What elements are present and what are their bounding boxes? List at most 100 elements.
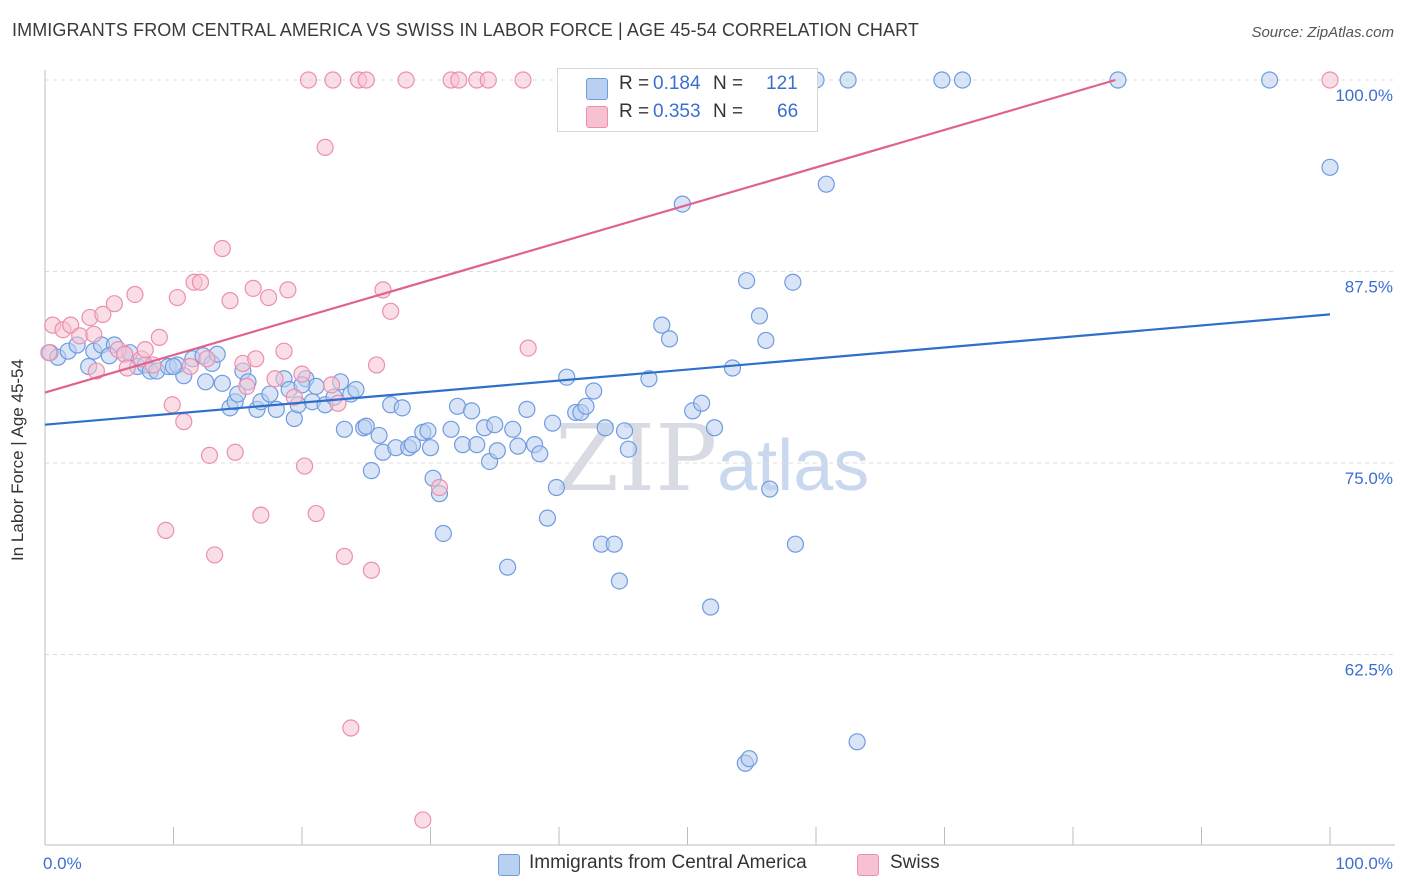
point-swiss [198, 350, 216, 368]
correlation-legend: R = 0.184 N = 121 R = 0.353 N = 66 [557, 68, 818, 132]
point-swiss [181, 357, 199, 376]
watermark-zip: ZIP [555, 405, 718, 512]
point-swiss [397, 71, 415, 89]
chart-title: IMMIGRANTS FROM CENTRAL AMERICA VS SWISS… [12, 20, 919, 40]
point-swiss [71, 327, 89, 345]
legend-r-value: 0.353 [653, 101, 701, 122]
point-central-america [509, 437, 527, 455]
trendline-central-america [44, 313, 1331, 426]
point-central-america [421, 439, 440, 457]
y-tick-label: 100.0% [1335, 86, 1393, 105]
point-swiss [322, 376, 341, 394]
point-central-america [335, 420, 354, 438]
point-swiss [299, 71, 318, 89]
point-central-america [761, 480, 779, 498]
point-central-america [538, 509, 557, 527]
point-swiss [266, 370, 284, 388]
point-central-america [817, 175, 835, 193]
point-central-america [307, 377, 325, 395]
legend-n-label: N = [713, 73, 744, 94]
point-central-america [702, 598, 720, 616]
point-central-america [434, 524, 452, 543]
point-central-america [442, 420, 460, 438]
legend-r-label: R = [619, 101, 650, 122]
point-swiss [295, 457, 314, 475]
point-swiss [329, 394, 347, 412]
point-central-america [403, 436, 422, 454]
point-swiss [85, 325, 103, 343]
point-central-america [577, 397, 595, 415]
point-swiss [514, 71, 532, 89]
point-central-america [740, 750, 758, 768]
legend-row-swiss: R = 0.353 N = 66 [558, 101, 817, 131]
source-credit: Source: ZipAtlas.com [1251, 24, 1394, 41]
point-swiss [191, 273, 210, 291]
point-swiss [275, 342, 293, 360]
point-central-america [543, 414, 562, 432]
bottom-legend-label: Swiss [890, 852, 940, 873]
point-central-america [468, 436, 486, 454]
watermark: ZIPatlas [555, 405, 869, 512]
point-central-america [419, 422, 437, 440]
point-central-america [504, 420, 522, 438]
point-central-america [619, 440, 637, 458]
point-swiss [213, 239, 231, 258]
point-central-america [197, 373, 215, 391]
point-swiss [362, 561, 380, 579]
legend-swatch-pink [586, 106, 608, 128]
point-central-america [705, 419, 724, 437]
point-swiss [244, 279, 262, 297]
point-swiss [430, 478, 449, 497]
point-central-america [610, 572, 628, 590]
point-swiss [293, 365, 311, 383]
point-central-america [213, 374, 231, 392]
bottom-legend-label: Immigrants from Central America [529, 852, 807, 873]
point-swiss [168, 288, 186, 307]
point-central-america [370, 426, 388, 445]
point-central-america [547, 478, 566, 497]
point-swiss [221, 292, 239, 310]
point-central-america [463, 402, 481, 420]
point-central-america [784, 273, 802, 291]
point-central-america [164, 357, 183, 376]
point-swiss [519, 339, 537, 357]
point-swiss [150, 328, 168, 346]
point-central-america [1261, 71, 1279, 89]
point-central-america [347, 380, 365, 399]
point-central-america [660, 330, 679, 348]
point-swiss [247, 350, 265, 368]
point-swiss [279, 281, 297, 299]
bottom-legend-swatch-blue [498, 854, 520, 876]
point-swiss [259, 288, 278, 307]
x-tick-label: 100.0% [1335, 854, 1393, 873]
legend-r-label: R = [619, 73, 650, 94]
point-swiss [285, 388, 303, 406]
point-central-america [362, 462, 380, 480]
point-central-america [953, 71, 972, 89]
legend-n-label: N = [713, 101, 744, 122]
point-central-america [693, 394, 711, 412]
y-axis-label: In Labor Force | Age 45-54 [8, 359, 27, 561]
point-swiss [238, 377, 256, 395]
legend-r-value: 0.184 [653, 73, 701, 94]
point-swiss [316, 138, 334, 157]
point-swiss [307, 504, 325, 523]
point-central-america [848, 733, 866, 751]
point-central-america [558, 368, 576, 386]
point-central-america [486, 416, 504, 434]
point-swiss [126, 285, 144, 304]
point-swiss [414, 811, 432, 829]
point-swiss [252, 506, 270, 524]
point-central-america [933, 71, 951, 89]
point-central-america [1109, 71, 1127, 89]
watermark-atlas: atlas [717, 426, 870, 506]
point-central-america [585, 382, 603, 400]
point-central-america [261, 385, 279, 403]
point-swiss [163, 396, 181, 414]
point-swiss [450, 71, 468, 89]
point-swiss [105, 295, 123, 313]
y-tick-label: 62.5% [1345, 661, 1393, 680]
legend-n-value: 66 [777, 101, 799, 122]
point-central-america [723, 359, 742, 377]
point-central-america [393, 399, 411, 417]
